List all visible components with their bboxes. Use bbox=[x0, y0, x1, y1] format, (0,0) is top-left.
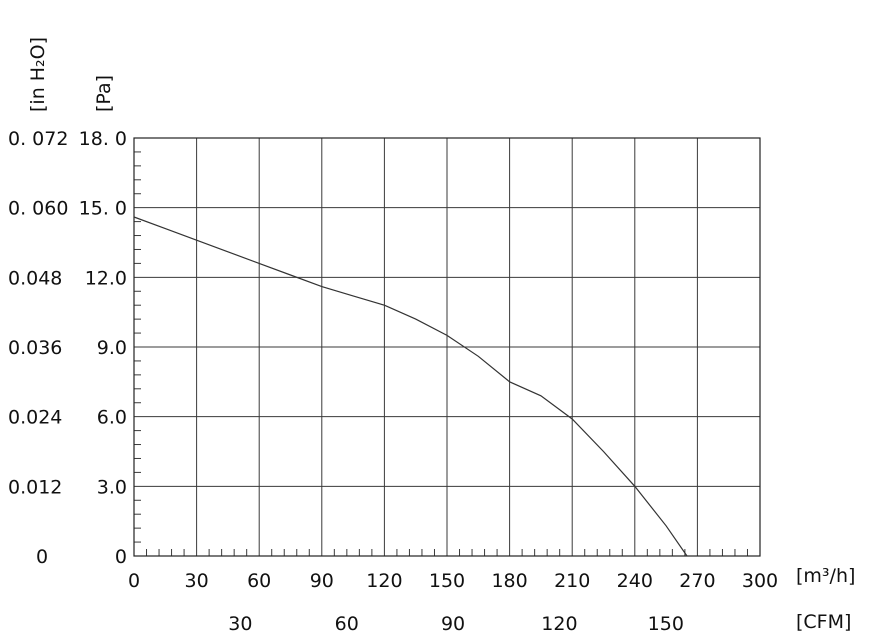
y-tick-label-inh2o: 0.012 bbox=[8, 476, 62, 498]
y-axis-title-inh2o: [in H₂O] bbox=[27, 37, 49, 112]
x-tick-label: 270 bbox=[679, 570, 715, 592]
y-tick-label-pa: 6.0 bbox=[97, 407, 127, 429]
x-tick-label: 90 bbox=[310, 570, 334, 592]
minor-ticks bbox=[134, 151, 748, 556]
x-tick-labels: 0 30 60 90 120 150 180 210 240 270 300 bbox=[128, 570, 778, 592]
plot-border bbox=[133, 137, 761, 557]
y-tick-label-pa: 15. 0 bbox=[79, 198, 127, 220]
y-tick-label-pa: 9.0 bbox=[97, 337, 127, 359]
y-tick-label-inh2o: 0.036 bbox=[8, 337, 62, 359]
y-tick-label-pa: 18. 0 bbox=[79, 128, 127, 150]
series-line bbox=[133, 216, 688, 557]
series-layer bbox=[133, 216, 688, 557]
cfm-tick-label: 30 bbox=[228, 613, 252, 635]
x-tick-label: 60 bbox=[247, 570, 271, 592]
x-tick-label: 150 bbox=[429, 570, 465, 592]
x-tick-label: 210 bbox=[554, 570, 590, 592]
x-axis-title-m3h: [m³/h] bbox=[796, 565, 855, 587]
y-tick-label-inh2o: 0 bbox=[36, 546, 48, 568]
y-axis-title-pa: [Pa] bbox=[93, 75, 115, 112]
cfm-tick-label: 150 bbox=[648, 613, 684, 635]
y-tick-label-pa: 0 bbox=[115, 546, 127, 568]
cfm-tick-label: 120 bbox=[541, 613, 577, 635]
y-tick-label-inh2o: 0. 072 bbox=[8, 128, 68, 150]
y-tick-labels-inh2o: 0 0.012 0.024 0.036 0.048 0. 060 0. 072 bbox=[8, 128, 68, 568]
y-tick-label-pa: 12.0 bbox=[85, 267, 127, 289]
chart-grid bbox=[133, 137, 761, 557]
y-tick-label-inh2o: 0. 060 bbox=[8, 198, 68, 220]
y-tick-label-inh2o: 0.048 bbox=[8, 267, 62, 289]
y-tick-label-pa: 3.0 bbox=[97, 476, 127, 498]
y-tick-label-inh2o: 0.024 bbox=[8, 407, 62, 429]
x-tick-label: 0 bbox=[128, 570, 140, 592]
x-tick-label: 30 bbox=[185, 570, 209, 592]
x-tick-label: 180 bbox=[491, 570, 527, 592]
x-tick-label: 300 bbox=[742, 570, 778, 592]
plot-frame bbox=[133, 137, 761, 557]
cfm-tick-label: 60 bbox=[335, 613, 359, 635]
x-tick-label: 120 bbox=[366, 570, 402, 592]
x-tick-label: 240 bbox=[617, 570, 653, 592]
cfm-tick-labels: 30 60 90 120 150 bbox=[228, 613, 684, 635]
y-tick-labels-pa: 0 3.0 6.0 9.0 12.0 15. 0 18. 0 bbox=[79, 128, 127, 568]
cfm-tick-label: 90 bbox=[441, 613, 465, 635]
x-axis-title-cfm: [CFM] bbox=[796, 611, 851, 633]
